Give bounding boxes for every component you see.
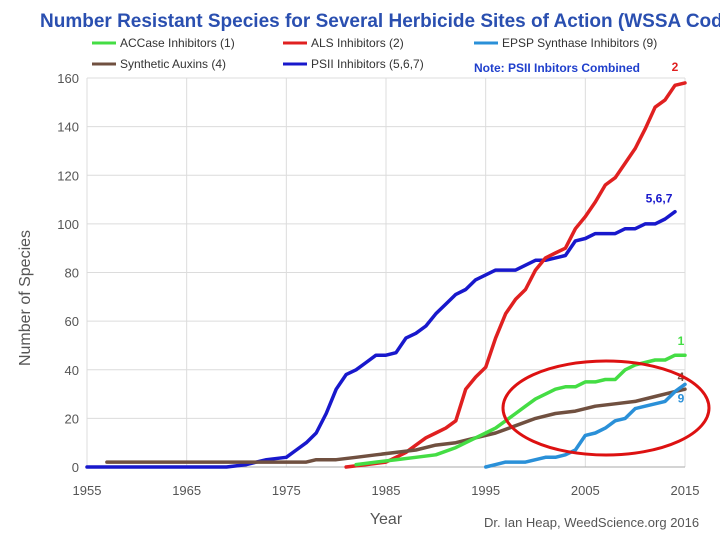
y-tick-label: 80	[65, 266, 79, 281]
x-tick-label: 1965	[172, 483, 201, 498]
legend-label-accase: ACCase Inhibitors (1)	[120, 36, 235, 50]
chart-note: Note: PSII Inbitors Combined	[474, 61, 640, 75]
x-tick-label: 1955	[73, 483, 102, 498]
y-tick-label: 20	[65, 411, 79, 426]
y-tick-label: 120	[57, 168, 79, 183]
y-tick-label: 140	[57, 120, 79, 135]
x-tick-label: 2005	[571, 483, 600, 498]
series-lines	[85, 81, 687, 469]
x-tick-label: 1995	[471, 483, 500, 498]
y-tick-label: 40	[65, 363, 79, 378]
y-tick-label: 0	[72, 460, 79, 475]
legend: ACCase Inhibitors (1) ALS Inhibitors (2)…	[92, 36, 657, 71]
legend-label-psii: PSII Inhibitors (5,6,7)	[311, 57, 424, 71]
y-tick-labels: 0 20 40 60 80 100 120 140 160	[57, 71, 79, 475]
gridlines	[86, 77, 686, 468]
series-end-label: 2	[672, 60, 679, 74]
series-end-label: 9	[678, 391, 685, 405]
series-line-epsp-synthase-inhibitors-9	[483, 382, 687, 469]
series-line-psii-inhibitors-5-6-7	[85, 209, 677, 469]
x-tick-label: 1975	[272, 483, 301, 498]
legend-label-auxins: Synthetic Auxins (4)	[120, 57, 226, 71]
y-tick-label: 160	[57, 71, 79, 86]
x-tick-label: 2015	[671, 483, 700, 498]
highlight-ellipse	[501, 359, 711, 457]
x-tick-label: 1985	[372, 483, 401, 498]
y-tick-label: 60	[65, 314, 79, 329]
credit-text: Dr. Ian Heap, WeedScience.org 2016	[484, 515, 699, 530]
chart-title: Number Resistant Species for Several Her…	[40, 11, 720, 32]
y-axis-label: Number of Species	[17, 230, 34, 366]
series-end-label: 5,6,7	[646, 192, 673, 206]
series-line-synthetic-auxins-4	[105, 387, 687, 464]
legend-label-epsp: EPSP Synthase Inhibitors (9)	[502, 36, 657, 50]
y-tick-label: 100	[57, 217, 79, 232]
series-line-als-inhibitors-2	[344, 81, 687, 469]
x-axis-label: Year	[370, 511, 403, 528]
x-tick-labels: 1955 1965 1975 1985 1995 2005 2015	[73, 483, 700, 498]
legend-label-als: ALS Inhibitors (2)	[311, 36, 404, 50]
series-end-label: 1	[678, 334, 685, 348]
